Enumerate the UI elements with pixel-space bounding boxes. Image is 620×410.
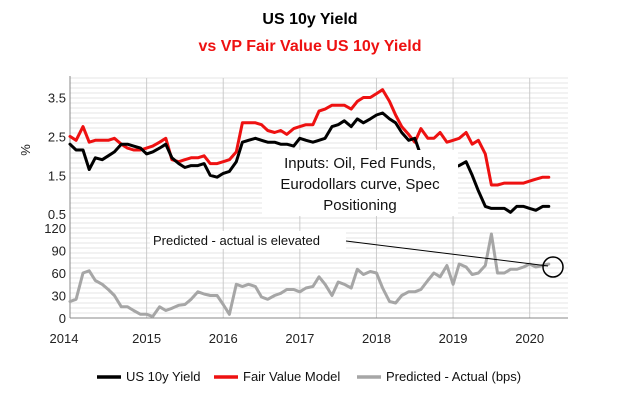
y-tick-label-spread: 60 xyxy=(52,266,66,281)
y-tick-label: 2.5 xyxy=(48,129,66,144)
x-tick-label: 2014 xyxy=(50,331,79,346)
elevated-highlight-circle xyxy=(542,256,564,278)
elevated-annotation-arrow xyxy=(345,240,549,267)
y-tick-label: 3.5 xyxy=(48,90,66,105)
inputs-annotation-line: Inputs: Oil, Fed Funds, xyxy=(284,155,436,172)
inputs-annotation-line: Eurodollars curve, Spec xyxy=(280,176,440,193)
x-tick-label: 2016 xyxy=(209,331,238,346)
series-line-us-10y-yield xyxy=(68,111,551,214)
y-tick-label-spread: 120 xyxy=(44,221,66,236)
y-tick-label-spread: 30 xyxy=(52,289,66,304)
legend-label-us10y: US 10y Yield xyxy=(126,369,200,384)
y-tick-label: 0.5 xyxy=(48,207,66,222)
y-axis-label: % xyxy=(18,144,33,156)
series-line-predicted-actual-bps xyxy=(68,232,551,318)
x-tick-label: 2020 xyxy=(515,331,544,346)
elevated-annotation-box xyxy=(150,231,346,249)
x-tick-label: 2019 xyxy=(439,331,468,346)
series-layer xyxy=(68,88,551,318)
legend-label-predicted-actual: Predicted - Actual (bps) xyxy=(386,369,521,384)
inputs-annotation-line: Positioning xyxy=(323,197,396,214)
elevated-annotation-text: Predicted - actual is elevated xyxy=(153,233,320,248)
series-line-fair-value-model xyxy=(68,88,551,187)
axes: 0.5 1.5 2.5 3.5 0 30 60 90 120 2014 2015 2016 2017 20… xyxy=(44,76,568,346)
legend-label-fair-value: Fair Value Model xyxy=(243,369,340,384)
x-tick-label: 2017 xyxy=(285,331,314,346)
x-tick-label: 2015 xyxy=(132,331,161,346)
chart-subtitle: vs VP Fair Value US 10y Yield xyxy=(199,38,422,55)
y-tick-label-spread: 0 xyxy=(59,311,66,326)
chart-title: US 10y Yield xyxy=(262,11,357,28)
legend: US 10y Yield Fair Value Model Predicted … xyxy=(97,369,521,384)
x-tick-label: 2018 xyxy=(362,331,391,346)
y-tick-label: 1.5 xyxy=(48,168,66,183)
y-tick-label-spread: 90 xyxy=(52,244,66,259)
inputs-annotation-box xyxy=(262,150,458,216)
